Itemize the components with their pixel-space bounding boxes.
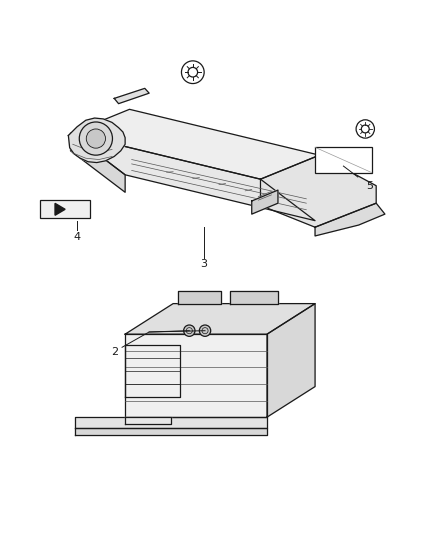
- Polygon shape: [177, 290, 221, 304]
- Polygon shape: [261, 155, 376, 227]
- Polygon shape: [68, 118, 125, 163]
- Polygon shape: [125, 304, 315, 334]
- Polygon shape: [230, 290, 278, 304]
- Polygon shape: [125, 334, 267, 417]
- Text: 3: 3: [200, 260, 207, 269]
- Text: 4: 4: [74, 232, 81, 242]
- Text: 2: 2: [111, 346, 118, 357]
- FancyBboxPatch shape: [315, 147, 372, 173]
- Text: 5: 5: [366, 181, 373, 191]
- Circle shape: [184, 325, 195, 336]
- Polygon shape: [252, 190, 278, 214]
- Circle shape: [79, 122, 113, 155]
- Polygon shape: [267, 304, 315, 417]
- Polygon shape: [71, 133, 315, 221]
- Polygon shape: [71, 109, 319, 179]
- Polygon shape: [75, 417, 267, 428]
- Polygon shape: [315, 203, 385, 236]
- Polygon shape: [75, 428, 267, 434]
- Circle shape: [199, 325, 211, 336]
- Polygon shape: [55, 204, 65, 215]
- FancyBboxPatch shape: [40, 200, 90, 219]
- Polygon shape: [114, 88, 149, 103]
- Polygon shape: [125, 417, 171, 424]
- Circle shape: [86, 129, 106, 148]
- Polygon shape: [71, 133, 125, 192]
